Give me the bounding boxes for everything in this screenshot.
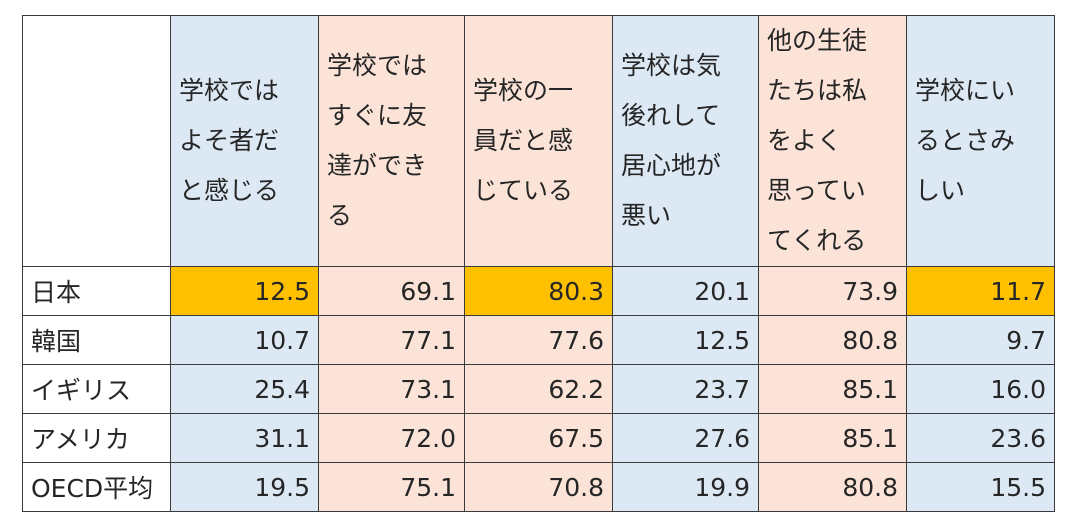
header-row: 学校では よそ者だ と感じる 学校では すぐに友 達ができ る 学校の一 員だと… (22, 15, 1055, 267)
table-row: アメリカ 31.1 72.0 67.5 27.6 85.1 23.6 (22, 413, 1055, 463)
table-cell: 62.2 (464, 364, 613, 414)
table-row: OECD平均 19.5 75.1 70.8 19.9 80.8 15.5 (22, 462, 1055, 512)
row-label-korea: 韓国 (22, 315, 171, 365)
col-header-belong: 学校の一 員だと感 じている (464, 15, 613, 267)
table-cell: 77.6 (464, 315, 613, 365)
table-cell: 80.3 (464, 266, 613, 316)
table-cell: 20.1 (612, 266, 759, 316)
table-cell: 23.7 (612, 364, 759, 414)
table-cell: 85.1 (758, 364, 907, 414)
row-label-japan: 日本 (22, 266, 171, 316)
table-row: 日本 12.5 69.1 80.3 20.1 73.9 11.7 (22, 266, 1055, 316)
row-label-usa: アメリカ (22, 413, 171, 463)
table-row: イギリス 25.4 73.1 62.2 23.7 85.1 16.0 (22, 364, 1055, 414)
table-cell: 11.7 (906, 266, 1055, 316)
table-cell: 19.5 (170, 462, 319, 512)
table-cell: 31.1 (170, 413, 319, 463)
table-cell: 16.0 (906, 364, 1055, 414)
col-header-awkward: 学校は気 後れして 居心地が 悪い (612, 15, 759, 267)
table-cell: 25.4 (170, 364, 319, 414)
table-cell: 85.1 (758, 413, 907, 463)
row-label-oecd: OECD平均 (22, 462, 171, 512)
col-header-liked: 他の生徒 たちは私 をよく 思ってい てくれる (758, 15, 907, 267)
table-cell: 73.9 (758, 266, 907, 316)
table-cell: 80.8 (758, 315, 907, 365)
table-cell: 19.9 (612, 462, 759, 512)
table-cell: 69.1 (318, 266, 465, 316)
col-header-make-friends: 学校では すぐに友 達ができ る (318, 15, 465, 267)
table-cell: 10.7 (170, 315, 319, 365)
table-cell: 9.7 (906, 315, 1055, 365)
comparison-table: 学校では よそ者だ と感じる 学校では すぐに友 達ができ る 学校の一 員だと… (22, 15, 1055, 512)
table-row: 韓国 10.7 77.1 77.6 12.5 80.8 9.7 (22, 315, 1055, 365)
table-cell: 23.6 (906, 413, 1055, 463)
table-cell: 73.1 (318, 364, 465, 414)
corner-cell (22, 15, 171, 267)
table-cell: 80.8 (758, 462, 907, 512)
table-cell: 75.1 (318, 462, 465, 512)
table-cell: 72.0 (318, 413, 465, 463)
table-cell: 67.5 (464, 413, 613, 463)
col-header-lonely: 学校にい るとさみ しい (906, 15, 1055, 267)
col-header-outsider: 学校では よそ者だ と感じる (170, 15, 319, 267)
table-cell: 12.5 (612, 315, 759, 365)
table-cell: 27.6 (612, 413, 759, 463)
table-cell: 12.5 (170, 266, 319, 316)
table-cell: 70.8 (464, 462, 613, 512)
table-cell: 77.1 (318, 315, 465, 365)
table-cell: 15.5 (906, 462, 1055, 512)
row-label-uk: イギリス (22, 364, 171, 414)
